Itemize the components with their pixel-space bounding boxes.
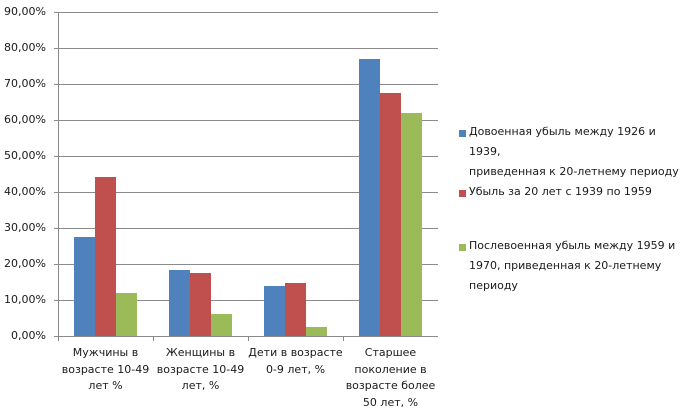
bar-series-3-cat-4 — [401, 113, 422, 336]
legend-color-swatch — [459, 190, 466, 197]
legend-color-swatch — [459, 130, 466, 137]
y-tick-label: 30,00% — [4, 221, 46, 234]
y-axis-line — [58, 12, 59, 341]
bar-series-3-cat-3 — [306, 327, 327, 336]
y-tick-label: 70,00% — [4, 77, 46, 90]
bar-series-3-cat-1 — [116, 293, 137, 336]
gridline — [54, 156, 438, 157]
category-label: Дети в возрасте 0-9 лет, % — [248, 346, 343, 376]
bar-series-2-cat-2 — [190, 273, 211, 336]
y-tick-label: 80,00% — [4, 41, 46, 54]
y-tick-label: 50,00% — [4, 149, 46, 162]
x-tick-mark — [248, 336, 249, 341]
legend-item: Довоенная убыль между 1926 и 1939, приве… — [459, 125, 681, 182]
bar-series-1-cat-1 — [74, 237, 95, 336]
y-tick-label: 40,00% — [4, 185, 46, 198]
bar-series-2-cat-3 — [285, 283, 306, 336]
bar-series-1-cat-2 — [169, 270, 190, 336]
y-tick-label: 20,00% — [4, 257, 46, 270]
category-label: Старшее поколение в возрасте более 50 ле… — [345, 346, 436, 409]
legend-item: Послевоенная убыль между 1959 и 1970, пр… — [459, 239, 681, 296]
gridline — [54, 264, 438, 265]
gridline — [54, 192, 438, 193]
y-tick-label: 0,00% — [11, 329, 46, 342]
bar-series-3-cat-2 — [211, 314, 232, 336]
legend-color-swatch — [459, 244, 466, 251]
y-tick-label: 10,00% — [4, 293, 46, 306]
bar-series-1-cat-3 — [264, 286, 285, 336]
x-axis-line — [54, 336, 438, 337]
gridline — [54, 84, 438, 85]
bar-series-2-cat-1 — [95, 177, 116, 336]
category-label: Женщины в возрасте 10-49 лет, % — [156, 346, 245, 392]
x-tick-mark — [343, 336, 344, 341]
gridline — [54, 12, 438, 13]
legend-label: Убыль за 20 лет с 1939 по 1959 — [469, 185, 652, 198]
bar-series-1-cat-4 — [359, 59, 380, 336]
legend-item: Убыль за 20 лет с 1939 по 1959 — [459, 185, 681, 202]
y-tick-label: 90,00% — [4, 5, 46, 18]
gridline — [54, 48, 438, 49]
bar-series-2-cat-4 — [380, 93, 401, 336]
gridline — [54, 120, 438, 121]
legend-label: Послевоенная убыль между 1959 и 1970, пр… — [469, 239, 676, 292]
y-tick-label: 60,00% — [4, 113, 46, 126]
x-tick-mark — [153, 336, 154, 341]
gridline — [54, 228, 438, 229]
legend-label: Довоенная убыль между 1926 и 1939, приве… — [469, 125, 679, 178]
category-label: Мужчины в возрасте 10-49 лет % — [61, 346, 150, 392]
gridline — [54, 300, 438, 301]
